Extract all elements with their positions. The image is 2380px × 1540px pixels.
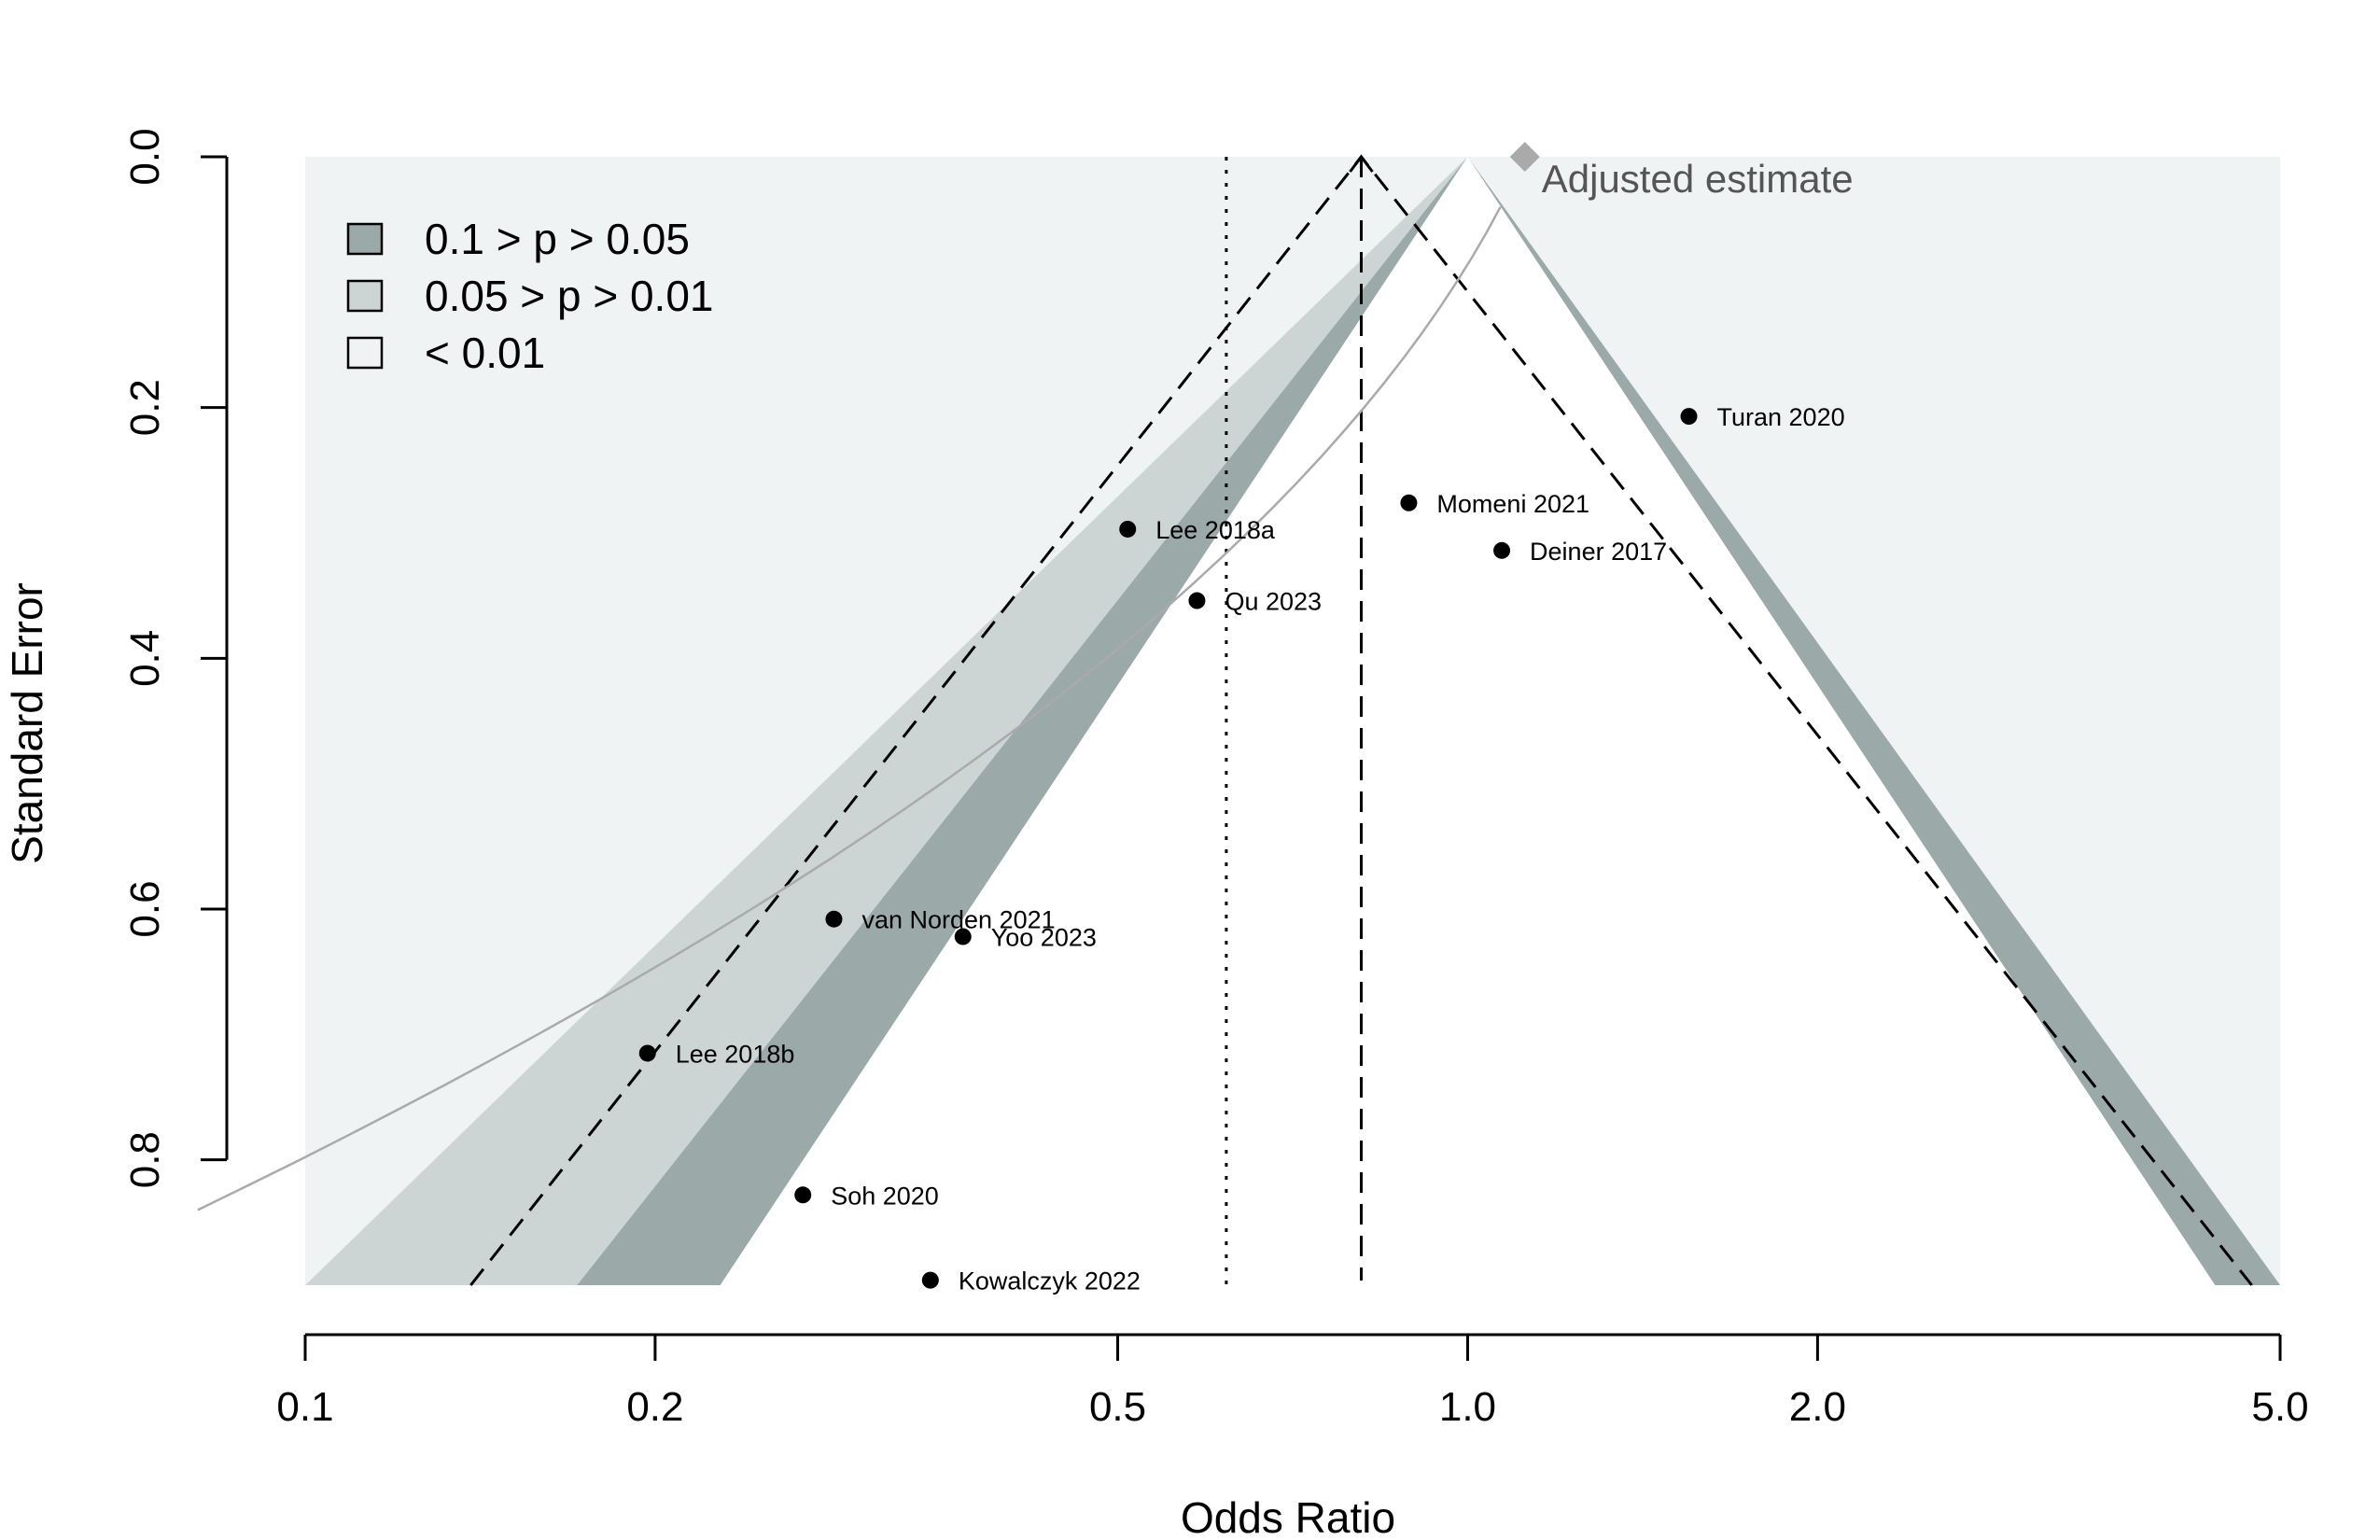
band-p05-left xyxy=(577,157,1468,1285)
study-label: Turan 2020 xyxy=(1717,403,1845,431)
study-point xyxy=(1188,592,1206,609)
reference-lines-layer xyxy=(197,154,2253,1286)
study-point xyxy=(1493,541,1511,559)
y-tick-label: 0.2 xyxy=(122,379,168,436)
study-label: Qu 2023 xyxy=(1225,588,1322,616)
y-tick-label: 0.4 xyxy=(122,630,168,687)
legend-label: 0.1 > p > 0.05 xyxy=(425,215,690,263)
adjustment-curve xyxy=(197,206,1502,1211)
study-point xyxy=(1119,520,1137,538)
study-points-layer: Adjusted estimate Turan 2020 Momeni 2021 De… xyxy=(638,142,1854,1295)
study-point xyxy=(1400,494,1418,511)
study-label: Lee 2018a xyxy=(1155,516,1276,544)
adjusted-estimate-marker xyxy=(1509,142,1540,172)
x-tick-label: 5.0 xyxy=(2251,1384,2308,1430)
legend-swatch xyxy=(346,336,384,370)
x-axis-title: Odds Ratio xyxy=(1181,1493,1395,1540)
study-label: Kowalczyk 2022 xyxy=(959,1267,1141,1295)
legend-label: < 0.01 xyxy=(425,329,545,377)
pooled-estimate-arrowhead xyxy=(1349,154,1374,173)
significance-bands-layer xyxy=(305,157,2280,1285)
x-tick-label: 2.0 xyxy=(1789,1384,1846,1430)
x-tick-label: 0.5 xyxy=(1089,1384,1146,1430)
study-point xyxy=(1680,408,1698,426)
study-point xyxy=(825,910,843,928)
study-label: Soh 2020 xyxy=(831,1182,939,1210)
x-tick-label: 0.2 xyxy=(626,1384,683,1430)
x-tick-label: 0.1 xyxy=(276,1384,333,1430)
study-point xyxy=(638,1044,656,1062)
legend-swatch xyxy=(346,222,384,256)
y-tick-label: 0.0 xyxy=(122,128,168,185)
nonsignificant-region xyxy=(720,157,2216,1285)
study-label: Yoo 2023 xyxy=(991,924,1097,952)
legend-label: 0.05 > p > 0.01 xyxy=(425,272,714,320)
x-tick-label: 1.0 xyxy=(1439,1384,1496,1430)
adjusted-estimate-label: Adjusted estimate xyxy=(1542,157,1854,201)
y-axis-title: Standard Error xyxy=(3,582,51,864)
study-point xyxy=(954,928,972,945)
band-p01-left xyxy=(305,157,1468,1285)
legend-swatch xyxy=(346,279,384,313)
study-label: Momeni 2021 xyxy=(1436,490,1589,518)
band-p05-right xyxy=(1467,157,2280,1285)
y-tick-label: 0.8 xyxy=(122,1131,168,1188)
study-label: Deiner 2017 xyxy=(1530,538,1667,566)
study-label: van Norden 2021 xyxy=(861,906,1055,934)
axes-layer: 0.1 0.2 0.5 1.0 2.0 5.0 Odds Ratio 0.0 0.2 0.4 0.6… xyxy=(3,128,2309,1540)
legend: 0.1 > p > 0.05 0.05 > p > 0.01 < 0.01 xyxy=(346,215,714,377)
study-point xyxy=(921,1271,939,1289)
study-point xyxy=(794,1186,812,1204)
y-tick-label: 0.6 xyxy=(122,880,168,937)
study-label: Lee 2018b xyxy=(676,1040,795,1068)
